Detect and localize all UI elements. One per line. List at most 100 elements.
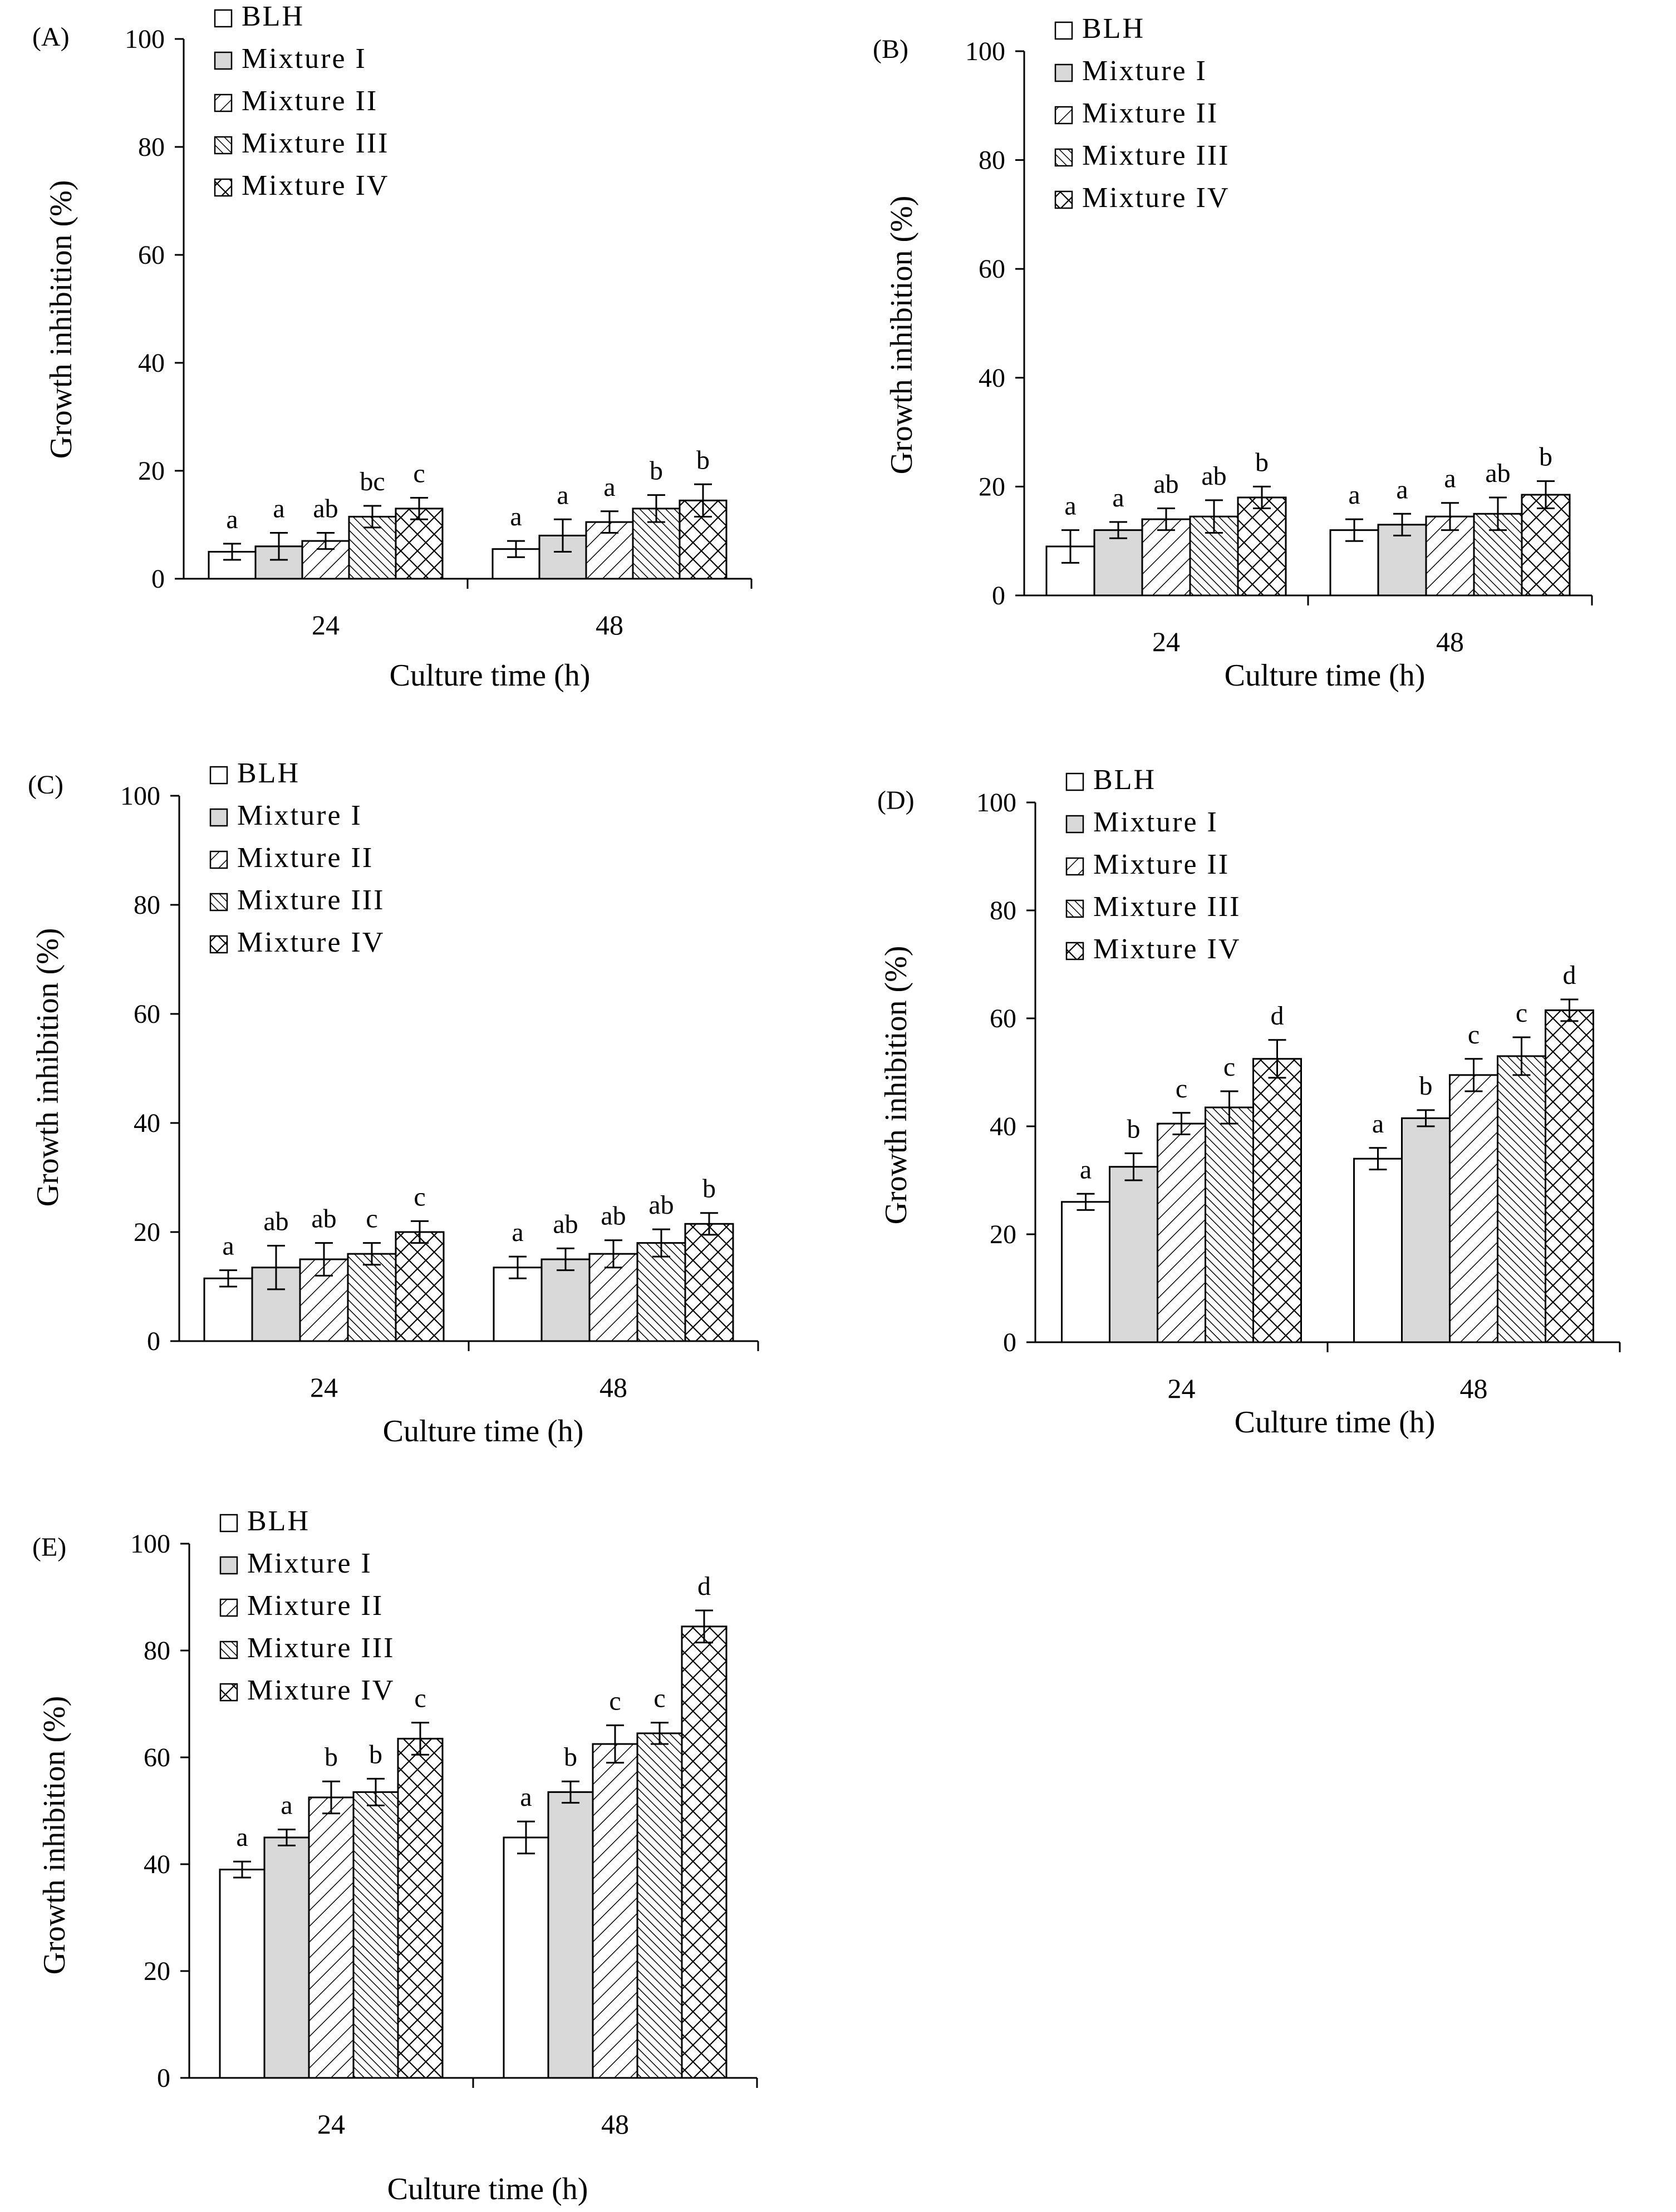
x-tick-label: 48 — [601, 2108, 629, 2140]
bar — [308, 1796, 355, 2079]
bar — [1353, 1157, 1403, 1343]
significance-letter: a — [510, 502, 522, 531]
significance-letter: a — [1444, 464, 1456, 494]
y-tick-label: 80 — [138, 132, 165, 162]
significance-letter: a — [236, 1822, 248, 1852]
y-tick-label: 60 — [990, 1004, 1016, 1033]
legend-entry: Mixture III — [247, 1632, 395, 1664]
y-tick-label: 40 — [134, 1109, 160, 1138]
legend-swatch — [1054, 63, 1073, 82]
legend-swatch — [209, 935, 228, 954]
significance-letter: a — [1372, 1109, 1384, 1139]
y-axis-title-e: Growth inhibition (%) — [37, 1696, 72, 1975]
bar — [347, 1253, 397, 1342]
bar — [503, 1836, 549, 2079]
legend-entry: BLH — [1093, 764, 1156, 796]
y-tick-label: 0 — [992, 581, 1005, 610]
bar — [1205, 1106, 1254, 1343]
y-axis-title-a: Growth inhibition (%) — [44, 180, 78, 459]
y-tick-label: 40 — [990, 1112, 1016, 1141]
legend-entry: Mixture IV — [247, 1674, 395, 1706]
x-tick-label: 24 — [1152, 626, 1180, 657]
significance-letter: ab — [311, 1204, 336, 1234]
bar — [1449, 1074, 1498, 1343]
x-tick-label: 48 — [599, 1372, 627, 1403]
significance-letter: c — [609, 1686, 621, 1716]
legend-swatch — [1065, 942, 1084, 960]
legend-entry: Mixture IV — [237, 927, 385, 958]
legend-swatch — [1065, 772, 1084, 791]
bar — [1061, 1201, 1110, 1343]
significance-letter: ab — [263, 1207, 288, 1236]
significance-letter: ab — [601, 1201, 626, 1231]
significance-letter: b — [696, 445, 710, 475]
significance-letter: b — [1419, 1071, 1433, 1101]
legend-entry: Mixture III — [237, 884, 385, 916]
significance-letter: a — [222, 1231, 234, 1261]
legend-entry: Mixture I — [1093, 806, 1218, 838]
legend-swatch — [209, 808, 228, 827]
legend-entry: Mixture IV — [1093, 933, 1241, 965]
y-tick-label: 100 — [130, 1529, 170, 1559]
y-tick-label: 40 — [138, 348, 165, 378]
bar — [1401, 1117, 1451, 1343]
legend-entry: Mixture III — [1082, 140, 1230, 171]
bar — [540, 1258, 591, 1342]
y-tick-label: 0 — [151, 564, 165, 594]
bar — [395, 1231, 445, 1342]
legend-entry: BLH — [247, 1505, 310, 1537]
legend-entry: Mixture III — [1093, 891, 1241, 923]
significance-letter: c — [1176, 1074, 1187, 1103]
legend-swatch — [219, 1514, 238, 1533]
bar — [397, 1737, 444, 2079]
legend-entry: Mixture II — [242, 85, 378, 117]
significance-letter: ab — [1153, 470, 1178, 499]
bar — [1377, 524, 1427, 597]
y-tick-label: 0 — [157, 2063, 170, 2093]
significance-letter: a — [226, 505, 238, 534]
significance-letter: a — [1112, 483, 1124, 513]
x-tick-label: 24 — [312, 609, 340, 641]
legend-swatch — [1054, 190, 1073, 209]
significance-letter: b — [1255, 447, 1269, 477]
plot-area-d: 0 20 40 60 80 100 24 48 a a b b c c c c d d BLH Mixture I Mi… — [976, 764, 1621, 1404]
plot-area-e: 0 20 40 60 80 100 24 48 a a a b b c b c c d BLH Mixture I Mi… — [130, 1505, 758, 2140]
bar — [1545, 1009, 1594, 1343]
significance-letter: c — [414, 1182, 425, 1211]
significance-letter: a — [281, 1791, 292, 1820]
y-tick-label: 40 — [144, 1850, 170, 1879]
significance-letter: b — [369, 1740, 382, 1769]
y-tick-label: 40 — [979, 363, 1005, 393]
x-tick-label: 24 — [1168, 1373, 1196, 1404]
bar — [203, 1277, 253, 1342]
legend-swatch — [1054, 148, 1073, 167]
legend-swatch — [214, 178, 233, 197]
x-tick-label: 24 — [317, 2108, 345, 2140]
significance-letter: b — [702, 1174, 716, 1204]
y-tick-label: 20 — [979, 472, 1005, 501]
panel-label-d: (D) — [877, 786, 915, 815]
significance-letter: ab — [1201, 461, 1226, 491]
legend-swatch — [1054, 21, 1073, 40]
legend-entry: BLH — [237, 757, 300, 789]
bar — [254, 545, 303, 580]
x-axis-title-a: Culture time (h) — [390, 658, 591, 693]
x-tick-label: 24 — [310, 1372, 338, 1403]
bar — [636, 1732, 683, 2079]
significance-letter: ab — [1485, 459, 1510, 488]
legend-swatch — [214, 93, 233, 112]
bar — [592, 1743, 638, 2079]
significance-letter: a — [1348, 480, 1360, 510]
y-tick-label: 0 — [1003, 1328, 1016, 1357]
panel-label-b: (B) — [873, 35, 908, 64]
panel-label-a: (A) — [32, 22, 70, 52]
x-tick-label: 48 — [1460, 1373, 1488, 1404]
significance-letter: a — [1064, 491, 1076, 521]
panel-d: (D) 0 20 40 60 80 100 24 48 a a b b c c c c d d BLH Mixture… — [877, 764, 1621, 1440]
legend-entry: Mixture I — [1082, 55, 1207, 87]
significance-letter: a — [1396, 475, 1408, 504]
y-axis-title-c: Growth inhibition (%) — [31, 928, 65, 1207]
